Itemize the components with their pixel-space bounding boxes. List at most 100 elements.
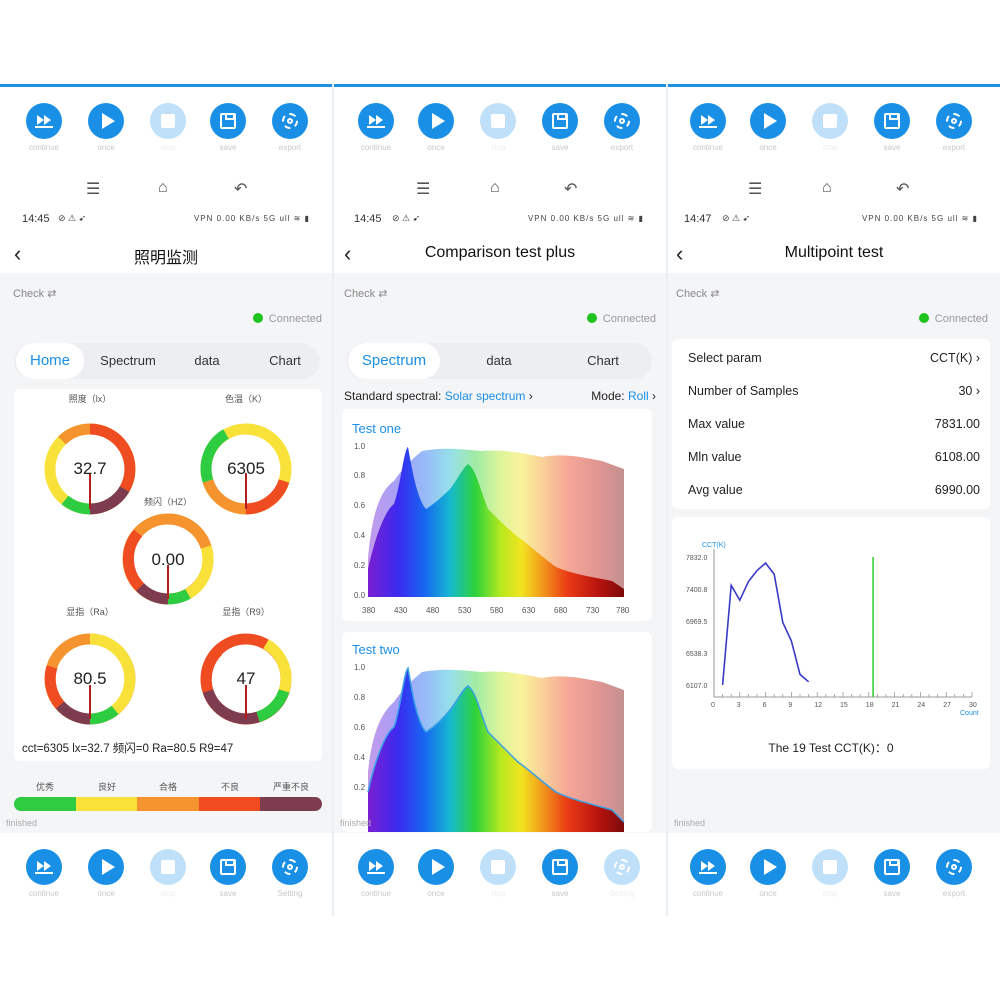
export-button[interactable]: export — [600, 103, 644, 152]
save-button[interactable]: save — [206, 103, 250, 152]
panel-comparison-test: continue once stop save export ☰ ⌂ ↶ 14:… — [334, 87, 666, 916]
once-button[interactable]: once — [746, 849, 790, 898]
status-icons: ⊘ ⚠ ➹ — [722, 213, 751, 223]
continue-button[interactable]: continue — [354, 849, 398, 898]
status-right-icons: VPN 0.00 KB/s 5G ull ≋ ▮ — [527, 214, 644, 223]
app-frame: continue once stop save export ☰ ⌂ ↶ 14:… — [0, 84, 1000, 916]
legend-swatch — [14, 797, 76, 811]
page-title: Multipoint test — [784, 244, 884, 261]
x-tick-label: 18 — [866, 702, 874, 709]
tab-spectrum[interactable]: Spectrum — [348, 343, 440, 379]
system-nav: ☰ ⌂ ↶ — [334, 179, 666, 199]
gauge-r9 — [200, 633, 292, 725]
tab-spectrum[interactable]: Spectrum — [100, 353, 156, 368]
svg-text:730: 730 — [586, 606, 600, 615]
row-max-value: Max value 7831.00 — [688, 417, 980, 431]
status-time: 14:45 — [22, 213, 50, 225]
top-accent-line — [0, 84, 1000, 87]
once-button[interactable]: once — [414, 849, 458, 898]
stop-button[interactable]: stop — [476, 849, 520, 898]
status-icons: ⊘ ⚠ ➹ — [58, 213, 87, 223]
setting-button[interactable]: Setting — [268, 849, 312, 898]
tab-data[interactable]: data — [194, 353, 220, 368]
export-button[interactable]: export — [932, 849, 976, 898]
home-icon[interactable]: ⌂ — [822, 179, 832, 196]
x-tick-label: 0 — [711, 702, 715, 709]
back-nav-icon[interactable]: ↶ — [896, 181, 910, 198]
gauge-value-hz: 0.00 — [151, 550, 185, 569]
once-button[interactable]: once — [746, 103, 790, 152]
back-nav-icon[interactable]: ↶ — [234, 181, 248, 198]
save-button[interactable]: save — [538, 849, 582, 898]
legend-swatch — [198, 797, 261, 811]
check-link[interactable]: Check ⇄ — [13, 288, 57, 300]
home-icon[interactable]: ⌂ — [490, 179, 500, 196]
y-axis-title: CCT(K) — [702, 542, 726, 549]
tab-home[interactable]: Home — [16, 343, 84, 379]
status-time: 14:45 — [354, 213, 382, 225]
back-nav-icon[interactable]: ↶ — [564, 181, 578, 198]
stop-button[interactable]: stop — [146, 103, 190, 152]
chart-caption: The 19 Test CCT(K)：0 — [768, 741, 894, 755]
gauge-value-ra: 80.5 — [73, 669, 107, 688]
tab-bar: Spectrum data Chart — [346, 343, 652, 379]
stop-button[interactable]: stop — [808, 103, 852, 152]
home-icon[interactable]: ⌂ — [158, 179, 168, 196]
svg-text:680: 680 — [554, 606, 568, 615]
tab-chart[interactable]: Chart — [269, 353, 301, 368]
tab-chart[interactable]: Chart — [587, 353, 619, 368]
menu-icon[interactable]: ☰ — [748, 181, 763, 198]
legend-label: 不良 — [220, 782, 239, 792]
row-number-of-samples[interactable]: Number of Samples 30 › — [688, 384, 980, 398]
once-button[interactable]: once — [84, 103, 128, 152]
x-tick-label: 3 — [737, 702, 741, 709]
finished-status: finished — [6, 818, 38, 828]
check-link[interactable]: Check ⇄ — [344, 288, 388, 300]
tab-data[interactable]: data — [486, 353, 512, 368]
continue-button[interactable]: continue — [686, 849, 730, 898]
mode-value: Roll — [627, 389, 649, 403]
finished-status: finished — [340, 818, 372, 828]
menu-icon[interactable]: ☰ — [86, 181, 101, 198]
save-button[interactable]: save — [206, 849, 250, 898]
system-nav: ☰ ⌂ ↶ — [668, 179, 1000, 199]
panel-multipoint-test: continue once stop save export ☰ ⌂ ↶ 14:… — [668, 87, 1000, 916]
menu-icon[interactable]: ☰ — [416, 181, 431, 198]
continue-button[interactable]: continue — [22, 849, 66, 898]
row-select-param[interactable]: Select param CCT(K) › — [688, 351, 980, 365]
continue-button[interactable]: continue — [354, 103, 398, 152]
gauge-value-lx: 32.7 — [73, 459, 107, 478]
cct-chart-card: CCT(K) 7832.0 7400.8 6969.5 6538.3 6107.0 0 3 6 9… — [672, 517, 990, 769]
connection-status: Connected — [252, 313, 322, 325]
row-label: Number of Samples — [688, 384, 799, 398]
x-tick-label: 21 — [892, 702, 900, 709]
x-tick-label: 12 — [814, 702, 822, 709]
export-button[interactable]: export — [932, 103, 976, 152]
save-button[interactable]: save — [538, 103, 582, 152]
save-button[interactable]: save — [870, 103, 914, 152]
params-card: Select param CCT(K) › Number of Samples 30… — [672, 339, 990, 509]
standard-spectral-row[interactable]: Standard spectral: Solar spectrum › — [344, 389, 533, 403]
back-icon[interactable]: ‹ — [14, 241, 22, 266]
connection-label: Connected — [268, 313, 322, 325]
svg-text:0.6: 0.6 — [354, 501, 366, 510]
mode-row[interactable]: Mode: Roll › — [591, 389, 656, 403]
svg-text:430: 430 — [394, 606, 408, 615]
check-link[interactable]: Check ⇄ — [676, 288, 720, 300]
once-button[interactable]: once — [84, 849, 128, 898]
gauge-title-r9: 显指（R9） — [222, 607, 270, 617]
stop-button[interactable]: stop — [476, 103, 520, 152]
continue-button[interactable]: continue — [22, 103, 66, 152]
svg-text:380: 380 — [362, 606, 376, 615]
continue-button[interactable]: continue — [686, 103, 730, 152]
svg-text:530: 530 — [458, 606, 472, 615]
export-button[interactable]: export — [268, 103, 312, 152]
back-icon[interactable]: ‹ — [676, 241, 684, 266]
back-icon[interactable]: ‹ — [344, 241, 352, 266]
svg-text:0.2: 0.2 — [354, 783, 366, 792]
once-button[interactable]: once — [414, 103, 458, 152]
setting-button[interactable]: Setting — [600, 849, 644, 898]
save-button[interactable]: save — [870, 849, 914, 898]
stop-button[interactable]: stop — [808, 849, 852, 898]
stop-button[interactable]: stop — [146, 849, 190, 898]
